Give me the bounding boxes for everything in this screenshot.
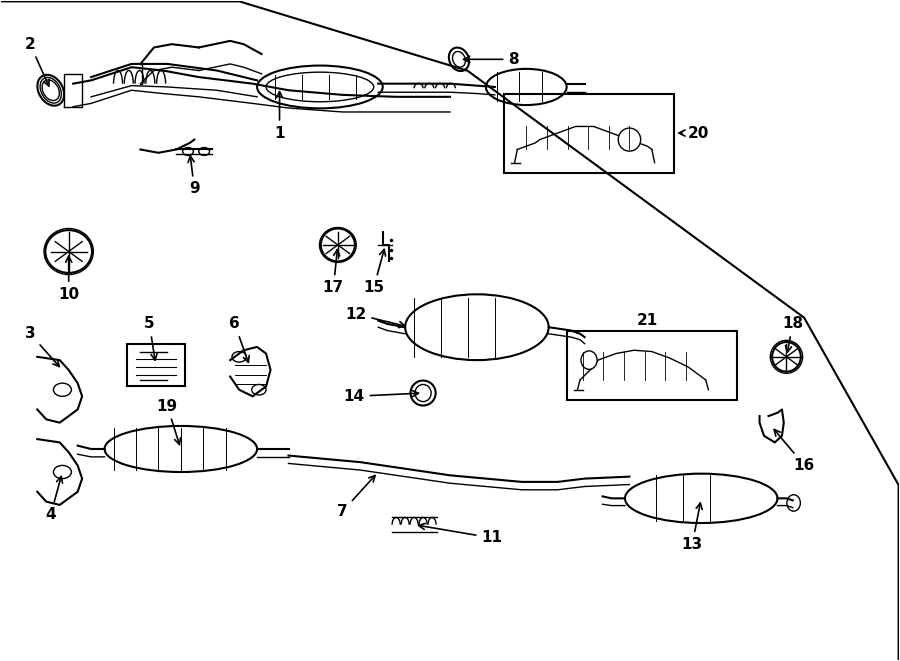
Text: 10: 10 (58, 256, 79, 302)
Text: 4: 4 (45, 477, 62, 522)
Polygon shape (518, 126, 652, 149)
Text: 11: 11 (418, 524, 502, 545)
Ellipse shape (787, 494, 800, 511)
Ellipse shape (581, 351, 597, 369)
Text: 1: 1 (274, 92, 284, 141)
Text: 13: 13 (681, 503, 703, 552)
Ellipse shape (618, 128, 641, 151)
Text: 18: 18 (782, 317, 804, 352)
Text: 7: 7 (337, 475, 375, 519)
Text: 9: 9 (188, 156, 200, 196)
Text: 8: 8 (464, 52, 519, 67)
Text: 21: 21 (637, 313, 658, 328)
Text: 14: 14 (344, 389, 418, 404)
Text: 6: 6 (230, 317, 249, 362)
Ellipse shape (625, 474, 778, 523)
Text: 3: 3 (25, 327, 59, 367)
Ellipse shape (104, 426, 257, 472)
Text: 15: 15 (364, 249, 385, 295)
Text: 12: 12 (346, 307, 405, 328)
Polygon shape (580, 350, 706, 380)
Text: 5: 5 (144, 317, 158, 360)
Ellipse shape (405, 294, 549, 360)
Text: 2: 2 (24, 36, 50, 86)
Text: 16: 16 (774, 430, 815, 473)
Text: 19: 19 (157, 399, 181, 445)
Text: 20: 20 (679, 126, 709, 141)
Text: 17: 17 (323, 250, 344, 295)
